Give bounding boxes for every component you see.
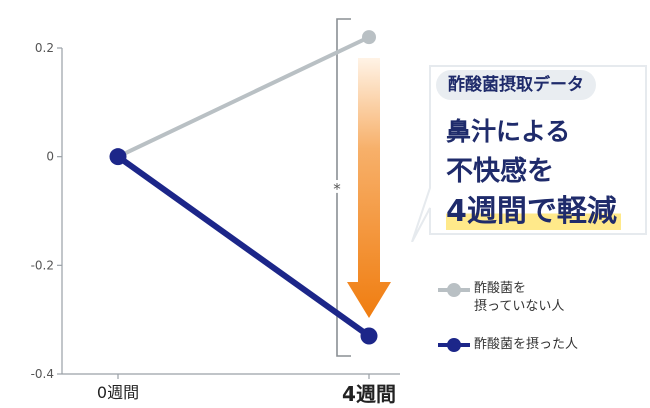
x-tick-label: 0週間 bbox=[97, 383, 139, 402]
y-tick-label: 0.2 bbox=[35, 41, 54, 55]
point-not-taken-1 bbox=[362, 30, 376, 45]
legend-marker-navy bbox=[447, 338, 461, 352]
reduction-arrow bbox=[347, 58, 391, 318]
axes: 0.2 0 -0.2 -0.4 0週間 4週間 bbox=[31, 41, 400, 406]
callout-line-1: 鼻汁による bbox=[446, 117, 571, 146]
callout-line-3: 4週間で軽減 bbox=[446, 186, 621, 230]
arrow-shape bbox=[347, 58, 391, 318]
series-lines bbox=[109, 30, 378, 345]
point-taken-0 bbox=[109, 148, 127, 166]
significance-bracket: * bbox=[330, 18, 351, 357]
bracket-line bbox=[336, 18, 351, 357]
callout-tag: 酢酸菌摂取データ bbox=[436, 70, 596, 100]
legend-label-line-1: 酢酸菌を bbox=[474, 281, 527, 296]
significance-asterisk: * bbox=[333, 180, 341, 198]
legend-label-taken: 酢酸菌を摂った人 bbox=[474, 337, 579, 352]
legend-label-line-2: 摂っていない人 bbox=[474, 299, 565, 314]
callout-line-2: 不快感を bbox=[446, 156, 554, 187]
y-tick-label: 0 bbox=[46, 150, 54, 164]
series-line-not-taken bbox=[116, 35, 371, 159]
point-taken-1 bbox=[360, 327, 378, 345]
legend-marker-gray bbox=[447, 283, 461, 297]
y-tick-label: -0.4 bbox=[31, 367, 54, 381]
legend-label-not-taken: 酢酸菌を 摂っていない人 bbox=[474, 280, 564, 316]
x-tick-label: 4週間 bbox=[342, 382, 396, 406]
y-tick-label: -0.2 bbox=[31, 258, 54, 272]
series-line-taken bbox=[115, 153, 372, 339]
